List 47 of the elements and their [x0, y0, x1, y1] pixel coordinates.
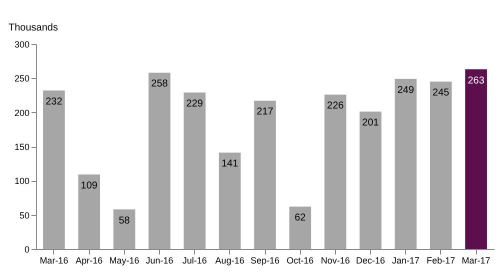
x-tick-label: May-16 — [109, 256, 140, 266]
x-tick-label: Mar-16 — [40, 256, 68, 266]
x-tick-label: Apr-16 — [76, 256, 103, 266]
x-tick-label: Jan-17 — [392, 256, 420, 266]
data-label: 229 — [186, 98, 204, 110]
bar — [254, 100, 276, 249]
bar — [43, 90, 65, 249]
x-tick-label: Aug-16 — [215, 256, 244, 266]
bar — [430, 82, 452, 249]
bar — [324, 94, 346, 249]
data-label: 245 — [432, 88, 450, 99]
bar — [394, 78, 417, 249]
y-tick-label: 0 — [24, 244, 30, 254]
data-label: 58 — [118, 215, 130, 226]
x-tick-label: Dec-16 — [356, 256, 386, 266]
y-tick-label: 300 — [14, 40, 30, 50]
data-label: 249 — [397, 84, 414, 96]
x-tick-label: Jul-16 — [182, 256, 207, 266]
data-label: 217 — [256, 106, 274, 118]
y-tick-label: 150 — [14, 142, 30, 152]
x-tick-label: Mar-17 — [462, 256, 490, 266]
data-label: 201 — [362, 118, 380, 129]
bar — [184, 92, 206, 249]
data-label: 226 — [327, 100, 344, 112]
bar — [78, 174, 100, 249]
x-tick-label: Sep-16 — [250, 256, 280, 266]
y-tick-label: 100 — [14, 176, 30, 186]
bar — [218, 152, 241, 249]
x-tick-label: Feb-17 — [426, 256, 456, 266]
bar — [113, 209, 136, 249]
x-tick-label: Jun-16 — [146, 256, 174, 266]
bar — [148, 72, 170, 249]
x-tick-label: Oct-16 — [286, 256, 314, 266]
y-tick-label: 50 — [19, 210, 30, 220]
x-tick-label: Nov-16 — [320, 256, 350, 266]
bar — [360, 112, 382, 249]
bar — [465, 69, 487, 249]
y-axis-title: Thousands — [8, 22, 58, 34]
data-label: 258 — [151, 78, 168, 90]
bar — [289, 206, 312, 249]
y-tick-label: 250 — [14, 74, 30, 84]
y-tick-label: 200 — [14, 108, 30, 118]
data-label: 109 — [80, 180, 98, 192]
data-label: 232 — [46, 96, 63, 108]
data-label: 141 — [221, 158, 239, 170]
data-label: 62 — [294, 212, 306, 224]
data-label: 263 — [468, 75, 485, 86]
